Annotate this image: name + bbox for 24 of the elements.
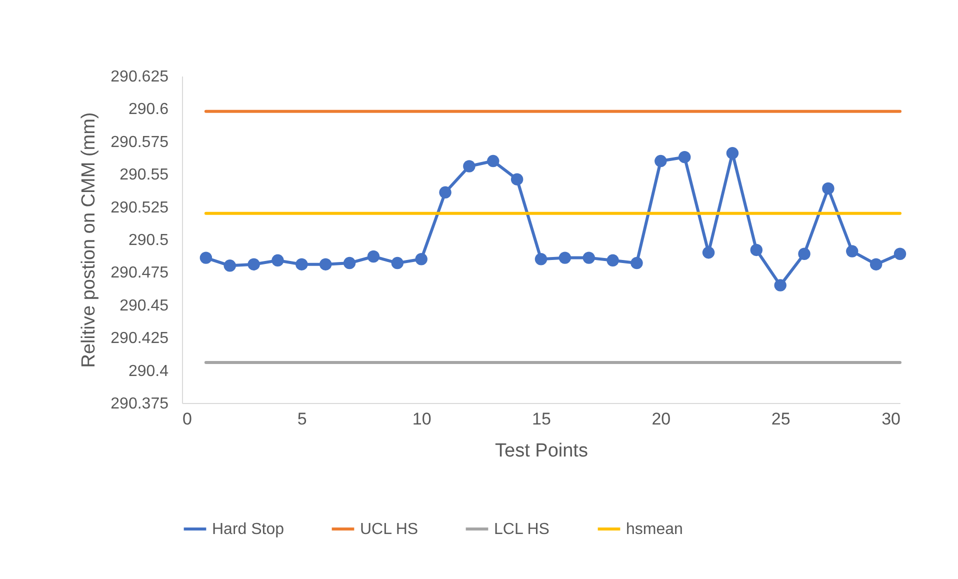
- x-tick-label: 15: [532, 410, 551, 428]
- y-tick-label: 290.375: [110, 396, 169, 412]
- legend-label: LCL HS: [494, 521, 550, 538]
- y-tick-label: 290.4: [128, 362, 169, 380]
- y-tick-label: 290.45: [120, 297, 169, 314]
- y-tick-label: 290.475: [110, 264, 169, 282]
- x-axis-title: Test Points: [495, 440, 588, 462]
- y-tick-label: 290.5: [128, 232, 169, 249]
- y-tick-label: 290.425: [110, 330, 169, 348]
- y-tick-label: 290.6: [128, 101, 169, 118]
- y-tick-label: 290.525: [110, 199, 169, 216]
- y-tick-label: 290.55: [120, 166, 169, 184]
- x-tick-label: 10: [412, 410, 432, 428]
- x-tick-label: 30: [882, 410, 900, 428]
- legend-label: UCL HS: [360, 521, 418, 538]
- y-axis-title: Relitive postion on CMM (mm): [78, 112, 100, 368]
- x-tick-label: 0: [182, 410, 192, 428]
- y-tick-label: 290.575: [110, 134, 169, 151]
- y-tick-label: 290.625: [110, 68, 169, 86]
- x-tick-label: 5: [297, 410, 307, 428]
- x-tick-label: 20: [652, 410, 671, 428]
- legend-label: hsmean: [626, 521, 683, 538]
- x-tick-label: 25: [771, 410, 790, 428]
- legend-label: Hard Stop: [212, 521, 284, 538]
